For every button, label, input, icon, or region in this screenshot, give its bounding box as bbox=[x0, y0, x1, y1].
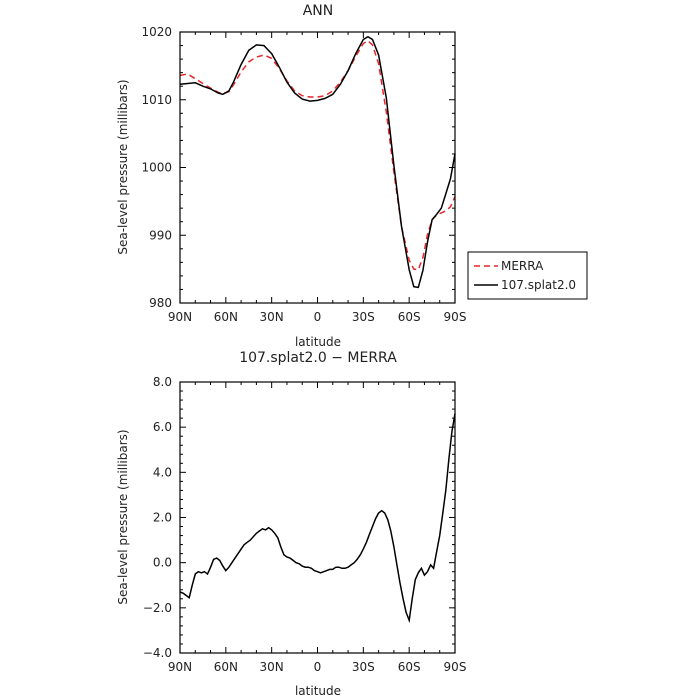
top-series-group bbox=[179, 35, 456, 289]
y-tick-label: 1020 bbox=[141, 25, 172, 39]
top-plot-frame bbox=[179, 31, 456, 304]
x-tick-label: 60N bbox=[214, 660, 238, 674]
legend-box bbox=[467, 251, 588, 300]
x-tick-label: 90N bbox=[168, 310, 192, 324]
x-tick-label: 60S bbox=[398, 660, 421, 674]
y-tick-label: 1000 bbox=[141, 161, 172, 175]
legend-label-merra: MERRA bbox=[501, 259, 544, 273]
y-tick-label: 8.0 bbox=[153, 375, 172, 389]
y-tick-label: 2.0 bbox=[153, 511, 172, 525]
y-tick-label: 4.0 bbox=[153, 465, 172, 479]
y-tick-label: −2.0 bbox=[143, 601, 172, 615]
top-chart-title: ANN bbox=[303, 3, 334, 19]
series-line-merra bbox=[179, 39, 456, 271]
top-ticks: 90N 60N 30N 0 30S 60S 90S 980 990 1000 1010 1020 bbox=[141, 25, 466, 324]
y-tick-label: 6.0 bbox=[153, 420, 172, 434]
bottom-plot-frame bbox=[179, 381, 456, 654]
series-line-difference bbox=[179, 413, 456, 624]
bottom-series-group bbox=[179, 413, 456, 624]
x-tick-label: 30S bbox=[352, 660, 375, 674]
y-tick-label: 990 bbox=[149, 228, 172, 242]
top-panel: ANN 90N 60N 30N 0 30S 60S 90S 980 990 1000 1010 102… bbox=[116, 3, 588, 349]
x-tick-label: 60S bbox=[398, 310, 421, 324]
y-tick-label: 1010 bbox=[141, 93, 172, 107]
bottom-panel: 107.splat2.0 − MERRA 90N 60N 30N 0 30S 60S 90S… bbox=[116, 350, 466, 698]
x-tick-label: 60N bbox=[214, 310, 238, 324]
y-tick-label: −4.0 bbox=[143, 646, 172, 660]
legend-label-107-splat2: 107.splat2.0 bbox=[501, 278, 576, 292]
x-tick-label: 30N bbox=[260, 310, 284, 324]
x-tick-label: 30N bbox=[260, 660, 284, 674]
x-tick-label: 90S bbox=[444, 660, 467, 674]
x-tick-label: 30S bbox=[352, 310, 375, 324]
top-y-axis-label: Sea-level pressure (millibars) bbox=[116, 79, 130, 254]
y-tick-label: 0.0 bbox=[153, 556, 172, 570]
x-tick-label: 0 bbox=[314, 660, 322, 674]
bottom-x-axis-label: latitude bbox=[295, 684, 341, 698]
legend: MERRA 107.splat2.0 bbox=[467, 251, 588, 300]
bottom-y-axis-label: Sea-level pressure (millibars) bbox=[116, 429, 130, 604]
bottom-ticks: 90N 60N 30N 0 30S 60S 90S −4.0 −2.0 0.0 2.0 4.0 6.0 8… bbox=[143, 375, 467, 674]
top-x-axis-label: latitude bbox=[295, 335, 341, 349]
series-line-107-splat2 bbox=[179, 35, 456, 289]
x-tick-label: 90S bbox=[444, 310, 467, 324]
y-tick-label: 980 bbox=[149, 296, 172, 310]
bottom-chart-title: 107.splat2.0 − MERRA bbox=[239, 350, 397, 366]
x-tick-label: 0 bbox=[314, 310, 322, 324]
x-tick-label: 90N bbox=[168, 660, 192, 674]
